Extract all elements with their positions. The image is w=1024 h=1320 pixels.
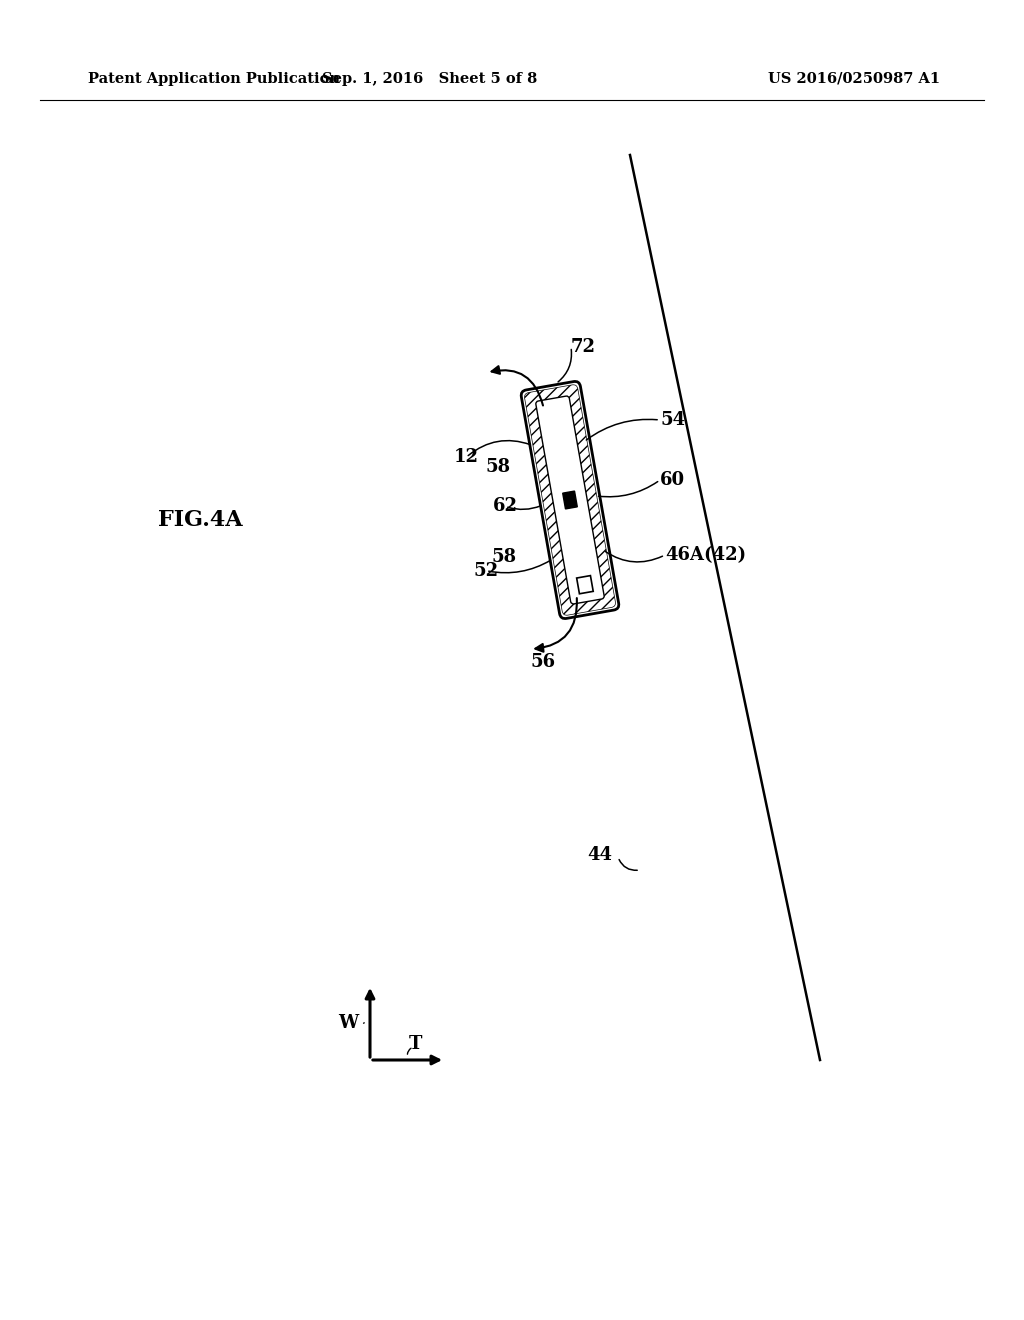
Text: 60: 60 [660, 471, 685, 488]
Text: 12: 12 [454, 449, 478, 466]
Text: 72: 72 [571, 338, 596, 355]
FancyBboxPatch shape [524, 384, 615, 615]
Text: US 2016/0250987 A1: US 2016/0250987 A1 [768, 73, 940, 86]
Bar [577, 576, 593, 594]
Text: 44: 44 [588, 846, 612, 865]
Bar [563, 491, 578, 510]
Text: 58: 58 [485, 458, 511, 477]
Text: 54: 54 [660, 411, 685, 429]
Text: Sep. 1, 2016   Sheet 5 of 8: Sep. 1, 2016 Sheet 5 of 8 [323, 73, 538, 86]
Text: 46A(42): 46A(42) [665, 546, 746, 564]
FancyBboxPatch shape [536, 396, 604, 605]
Text: T: T [409, 1035, 422, 1053]
FancyBboxPatch shape [521, 381, 618, 619]
Text: W: W [338, 1014, 358, 1031]
Text: 56: 56 [530, 653, 555, 671]
Text: Patent Application Publication: Patent Application Publication [88, 73, 340, 86]
Text: FIG.4A: FIG.4A [158, 510, 243, 531]
Text: 62: 62 [493, 498, 517, 515]
Text: 58: 58 [492, 548, 516, 566]
Text: 52: 52 [473, 562, 499, 579]
